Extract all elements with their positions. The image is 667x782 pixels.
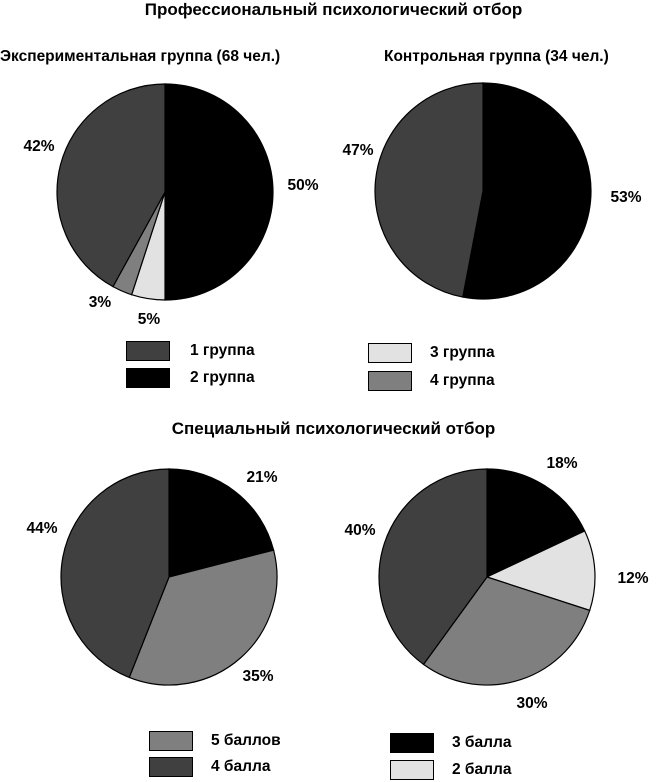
slice-label-1: 53% (610, 189, 641, 206)
legend-label: 2 балла (452, 761, 512, 778)
slice-label-3: 3% (89, 294, 112, 311)
legend-swatch (126, 341, 170, 361)
legend-swatch (368, 371, 412, 391)
slice-label-2: 47% (342, 142, 373, 159)
pie-slice-4 (56, 83, 166, 288)
section-title-special: Специальный психологический отбор (171, 419, 496, 438)
pie-slice-1 (164, 83, 274, 301)
legend-swatch (149, 757, 193, 777)
pie-slice-2 (128, 549, 278, 686)
slice-label-2: 12% (617, 570, 648, 587)
slice-label-2: 5% (138, 311, 161, 328)
slice-label-3: 44% (26, 520, 57, 537)
legend-swatch (368, 343, 412, 363)
pie-title-control: Контрольная группа (34 чел.) (384, 48, 609, 65)
pie-slice-1 (168, 468, 275, 578)
pie-slice-3 (422, 576, 591, 686)
legend-label: 3 балла (452, 734, 512, 751)
slice-label-3: 30% (516, 695, 547, 712)
legend-swatch (390, 760, 434, 780)
legend-label: 3 группа (430, 344, 495, 361)
slice-label-1: 21% (246, 469, 277, 486)
pie-slice-2 (374, 82, 484, 298)
legend-swatch (390, 733, 434, 753)
legend-label: 2 группа (190, 369, 255, 386)
legend-label: 1 группа (190, 342, 255, 359)
slice-label-4: 42% (23, 138, 54, 155)
pie-title-experimental: Экспериментальная группа (68 чел.) (0, 48, 281, 65)
slice-label-2: 35% (242, 668, 273, 685)
pie-chart-special-right: 18% 12% 30% 40% (344, 455, 648, 712)
pie-slice-3 (60, 468, 170, 679)
pie-chart-experimental: 50% 5% 3% 42% (23, 83, 319, 328)
pie-chart-control: 53% 47% (342, 82, 642, 300)
pie-slice-2 (485, 530, 596, 612)
legend-label: 4 группа (430, 372, 495, 389)
legend-swatch (149, 731, 193, 751)
pie-slice-4 (378, 468, 488, 666)
pie-slice-1 (486, 468, 586, 578)
section-title-professional: Профессиональный психологический отбор (144, 0, 523, 19)
pie-slice-1 (462, 82, 592, 300)
slice-label-4: 40% (344, 522, 375, 539)
pie-chart-special-left: 21% 35% 44% (26, 468, 278, 686)
slice-label-1: 50% (287, 177, 318, 194)
slice-label-1: 18% (546, 455, 577, 472)
legend-swatch (126, 368, 170, 388)
legend-label: 4 балла (211, 758, 271, 775)
legend-label: 5 баллов (211, 732, 281, 749)
